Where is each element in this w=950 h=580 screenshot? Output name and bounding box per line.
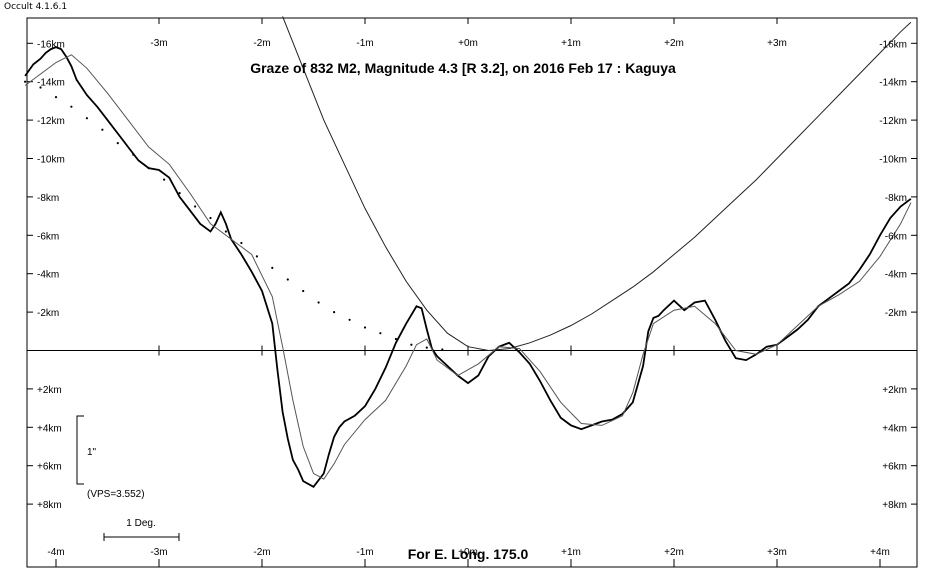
degree-scale: 1 Deg.	[103, 518, 180, 541]
x-tick-label-top: -1m	[356, 38, 373, 49]
x-tick-label-top: -2m	[253, 38, 270, 49]
plot-frame	[26, 17, 918, 568]
x-tick-label-top: +2m	[664, 38, 684, 49]
reference-dot	[286, 278, 289, 281]
reference-dot	[163, 178, 166, 181]
y-tick-label-right: -2km	[885, 308, 907, 319]
reference-dot	[348, 318, 351, 321]
degree-scale-bar	[103, 533, 180, 541]
smoothed-profile-line	[24, 54, 912, 480]
y-tick-label-right: +6km	[882, 462, 907, 473]
reference-dot	[194, 205, 197, 208]
reference-dot	[425, 346, 428, 349]
reference-dot	[317, 301, 320, 304]
x-tick-label-bottom: -2m	[253, 547, 270, 558]
x-tick-label-bottom: -1m	[356, 547, 373, 558]
y-tick-label-left: -2km	[37, 308, 59, 319]
y-tick-label-right: -8km	[885, 193, 907, 204]
y-tick-label-left: -16km	[37, 39, 65, 50]
y-tick-label-left: -14km	[37, 78, 65, 89]
x-tick-label-top: +1m	[561, 38, 581, 49]
reference-dot	[147, 167, 150, 170]
y-tick-label-left: -6km	[37, 231, 59, 242]
reference-dot	[54, 96, 58, 99]
reference-dot	[85, 117, 88, 120]
scale-bar-label: 1"	[87, 447, 97, 458]
reference-dot	[132, 153, 135, 156]
x-tick-label-bottom: +2m	[664, 547, 684, 558]
y-tick-label-right: -10km	[879, 155, 907, 166]
reference-dot	[101, 128, 104, 131]
x-tick-label-bottom: +4m	[870, 547, 890, 558]
x-tick-label-bottom: +0m	[458, 547, 478, 558]
reference-dot	[255, 255, 258, 258]
x-tick-label-bottom: -4m	[47, 547, 64, 558]
parabola-line	[282, 16, 912, 352]
x-tick-label-bottom: +1m	[561, 547, 581, 558]
reference-dot	[441, 348, 444, 351]
chart-title: Graze of 832 M2, Magnitude 4.3 [R 3.2], …	[250, 60, 676, 76]
y-tick-label-right: -14km	[879, 78, 907, 89]
x-tick-label-top: -3m	[150, 38, 167, 49]
y-tick-label-left: -4km	[37, 270, 59, 281]
reference-dot	[116, 142, 119, 145]
reference-dot	[394, 337, 397, 341]
reference-dot	[209, 216, 212, 220]
reference-dot	[70, 105, 73, 108]
reference-dot	[302, 289, 305, 293]
scale-bar: 1" (VPS=3.552)	[76, 415, 145, 500]
reference-dot	[224, 230, 227, 233]
y-tick-label-left: -8km	[37, 193, 59, 204]
y-tick-label-left: +8km	[37, 500, 62, 511]
reference-dot	[333, 311, 336, 314]
x-tick-label-top: +3m	[767, 38, 787, 49]
y-tick-label-left: -10km	[37, 155, 65, 166]
y-tick-label-right: -6km	[885, 231, 907, 242]
y-tick-label-left: -12km	[37, 116, 65, 127]
x-tick-label-top: +0m	[458, 38, 478, 49]
x-tick-label-bottom: +3m	[767, 547, 787, 558]
degree-scale-label: 1 Deg.	[126, 518, 155, 529]
y-tick-label-right: -16km	[879, 39, 907, 50]
y-tick-label-right: -12km	[879, 116, 907, 127]
reference-dot	[271, 266, 274, 269]
y-tick-label-left: +4km	[37, 423, 62, 434]
reference-dot	[363, 326, 367, 329]
reference-dot	[240, 241, 243, 245]
y-tick-label-right: -4km	[885, 270, 907, 281]
reference-dot	[379, 332, 382, 335]
y-tick-label-right: +2km	[882, 385, 907, 396]
y-tick-label-left: +6km	[37, 462, 62, 473]
limb-profile-line	[24, 46, 912, 488]
app-title: Occult 4.1.6.1	[4, 2, 68, 12]
y-tick-label-left: +2km	[37, 385, 62, 396]
reference-dot	[178, 192, 181, 195]
vps-label: (VPS=3.552)	[87, 489, 145, 500]
y-tick-label-right: +8km	[882, 500, 907, 511]
scale-bar-bracket	[76, 415, 84, 485]
x-tick-label-bottom: -3m	[150, 547, 167, 558]
chart-footer: For E. Long. 175.0	[408, 546, 529, 562]
reference-dot	[410, 343, 413, 346]
reference-dot	[39, 86, 42, 89]
y-tick-label-right: +4km	[882, 423, 907, 434]
reference-dot	[24, 80, 27, 83]
